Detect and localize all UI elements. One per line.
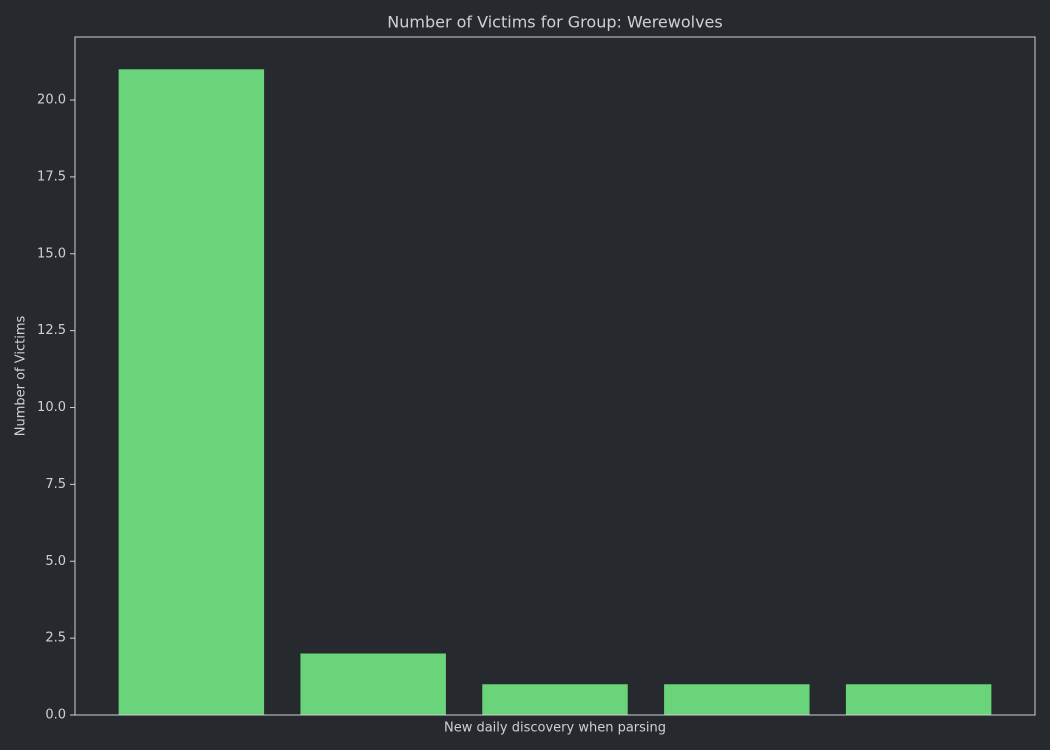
y-tick-label: 2.5 — [45, 631, 66, 646]
bar — [300, 653, 446, 715]
y-tick-label: 15.0 — [37, 246, 66, 261]
y-tick-label: 0.0 — [45, 708, 66, 723]
chart-title: Number of Victims for Group: Werewolves — [387, 13, 722, 32]
y-tick-label: 10.0 — [37, 400, 66, 415]
bar — [845, 684, 992, 715]
y-tick-label: 7.5 — [45, 477, 66, 492]
y-axis-label: Number of Victims — [14, 316, 29, 437]
bar — [118, 69, 265, 716]
y-tick-label: 12.5 — [37, 323, 66, 338]
x-axis-label: New daily discovery when parsing — [444, 721, 666, 736]
y-tick-label: 17.5 — [37, 169, 66, 184]
y-tick-label: 20.0 — [37, 93, 66, 108]
y-tick-label: 5.0 — [45, 554, 66, 569]
plot-frame — [74, 36, 1036, 716]
bar — [482, 684, 628, 715]
bar — [664, 684, 810, 715]
